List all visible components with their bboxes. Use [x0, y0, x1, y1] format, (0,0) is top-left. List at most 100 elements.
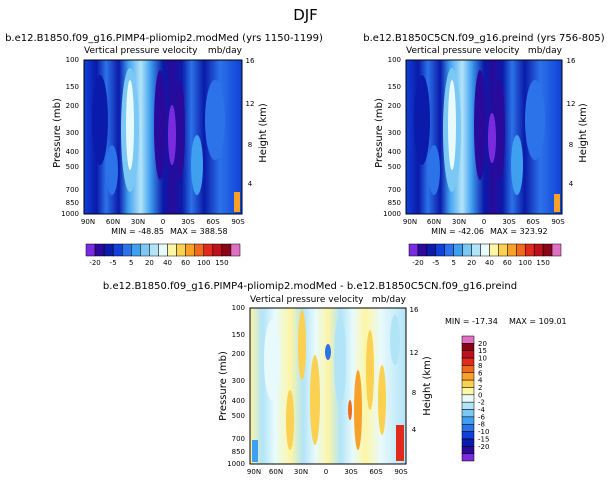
- height-tick-label: 12: [567, 100, 576, 108]
- y-axis-right-label: Height (km): [258, 103, 269, 163]
- height-tick-label: 4: [248, 180, 253, 188]
- x-tick-label: 60N: [269, 468, 283, 476]
- y-tick-label: 150: [388, 83, 401, 91]
- colorbar-swatch: [131, 243, 141, 257]
- colorbar-swatch: [480, 243, 490, 257]
- colorbar-swatch: [461, 446, 475, 454]
- panel-pimp4: b.e12.B1850.f09_g16.PIMP4-pliomip2.modMe…: [5, 33, 323, 267]
- colorbar-tick-label: -4: [478, 406, 486, 414]
- y-axis-label: Pressure (mb): [218, 351, 229, 421]
- height-tick-label: 16: [410, 306, 419, 314]
- y-tick-label: 400: [66, 148, 79, 156]
- y-tick-label: 700: [232, 435, 245, 443]
- x-tick-label: 90S: [551, 218, 565, 226]
- panel-title: b.e12.B1850C5CN.f09_g16.preind (yrs 756-…: [363, 33, 605, 44]
- colorbar-tick-label: -15: [478, 435, 489, 443]
- y-axis-label: Pressure (mb): [374, 98, 385, 168]
- y-tick-label: 100: [388, 56, 401, 64]
- x-tick-label: 30N: [452, 218, 466, 226]
- y-tick-label: 100: [232, 304, 245, 312]
- height-tick-label: 8: [248, 141, 252, 149]
- height-tick-label: 12: [246, 100, 255, 108]
- plot-frame: [83, 59, 243, 215]
- y-tick-label: 400: [232, 397, 245, 405]
- height-tick-label: 4: [569, 180, 574, 188]
- y-axis-label: Pressure (mb): [52, 98, 63, 168]
- y-tick-label: 300: [66, 129, 79, 137]
- x-tick-label: 60N: [427, 218, 441, 226]
- colorbar-swatch: [461, 335, 475, 344]
- height-tick-label: 16: [567, 57, 576, 65]
- heatmap-field: [250, 308, 406, 464]
- colorbar-swatch: [103, 243, 114, 257]
- colorbar-tick-label: -8: [478, 421, 485, 429]
- colorbar-swatch: [461, 394, 475, 403]
- colorbar-swatch: [507, 243, 517, 257]
- x-tick-label: 60N: [106, 218, 120, 226]
- colorbar-tick-label: -20: [412, 259, 423, 267]
- colorbar-tick-label: -5: [110, 259, 117, 267]
- colorbar-tick-label: 60: [503, 259, 512, 267]
- colorbar-tick-label: 40: [485, 259, 494, 267]
- colorbar-swatch: [516, 243, 526, 257]
- x-tick-label: 60S: [526, 218, 540, 226]
- colorbar-tick-label: 8: [478, 362, 482, 370]
- colorbar-abs-left: -20 -5 5 20 40 60 100 150: [85, 243, 241, 267]
- colorbar-swatch: [426, 243, 437, 257]
- max-label: MAX = 388.58: [170, 227, 228, 236]
- colorbar-swatch: [471, 243, 481, 257]
- colorbar-swatch: [461, 453, 475, 462]
- panel-subtitle-right: mb/day: [528, 46, 563, 56]
- height-tick-label: 8: [569, 141, 573, 149]
- colorbar-tick-label: 4: [478, 377, 483, 385]
- colorbar-swatch: [524, 243, 535, 257]
- y-tick-label: 200: [66, 102, 79, 110]
- colorbar-swatch: [461, 350, 475, 359]
- height-tick-label: 8: [412, 389, 416, 397]
- colorbar-swatch: [140, 243, 150, 257]
- y-tick-label: 200: [388, 102, 401, 110]
- x-tick-label: 90N: [247, 468, 261, 476]
- height-tick-label: 12: [410, 349, 419, 357]
- panel-subtitle-right: mb/day: [208, 46, 243, 56]
- colorbar-swatch: [461, 357, 475, 366]
- y-tick-label: 400: [388, 148, 401, 156]
- height-tick-label: 16: [246, 57, 255, 65]
- heatmap-field: [406, 60, 562, 214]
- height-tick-label: 4: [412, 426, 417, 434]
- panel-preind: b.e12.B1850C5CN.f09_g16.preind (yrs 756-…: [363, 33, 605, 267]
- colorbar-tick-label: 20: [478, 340, 487, 348]
- colorbar-tick-label: 6: [478, 369, 483, 377]
- colorbar-tick-label: -20: [478, 443, 489, 451]
- colorbar-abs-right: -20 -5 5 20 40 60 100 150: [408, 243, 562, 267]
- colorbar-swatch: [212, 243, 223, 257]
- colorbar-swatch: [149, 243, 159, 257]
- y-tick-label: 1000: [227, 460, 245, 468]
- colorbar-swatch: [435, 243, 446, 257]
- y-tick-label: 700: [66, 186, 79, 194]
- x-tick-label: 60S: [206, 218, 220, 226]
- colorbar-tick-label: 100: [197, 259, 210, 267]
- y-tick-label: 150: [66, 83, 79, 91]
- x-tick-label: 30S: [344, 468, 358, 476]
- y-tick-label: 1000: [61, 210, 79, 218]
- y-axis-right-label: Height (km): [422, 356, 433, 416]
- colorbar-swatch: [461, 431, 475, 440]
- colorbar-swatch: [408, 243, 419, 257]
- plot-frame: [405, 59, 563, 215]
- colorbar-tick-label: 5: [129, 259, 133, 267]
- x-tick-label: 60S: [369, 468, 383, 476]
- y-tick-label: 850: [232, 448, 245, 456]
- colorbar-swatch: [112, 243, 123, 257]
- y-axis-right-label: Height (km): [578, 103, 589, 163]
- x-tick-label: 0: [324, 468, 328, 476]
- panel-subtitle-right: mb/day: [372, 295, 407, 305]
- y-tick-label: 100: [66, 56, 79, 64]
- colorbar-swatch: [533, 243, 544, 257]
- colorbar-swatch: [461, 372, 475, 381]
- y-tick-label: 300: [388, 129, 401, 137]
- colorbar-swatch: [203, 243, 214, 257]
- x-tick-label: 0: [161, 218, 165, 226]
- colorbar-swatch: [461, 401, 475, 410]
